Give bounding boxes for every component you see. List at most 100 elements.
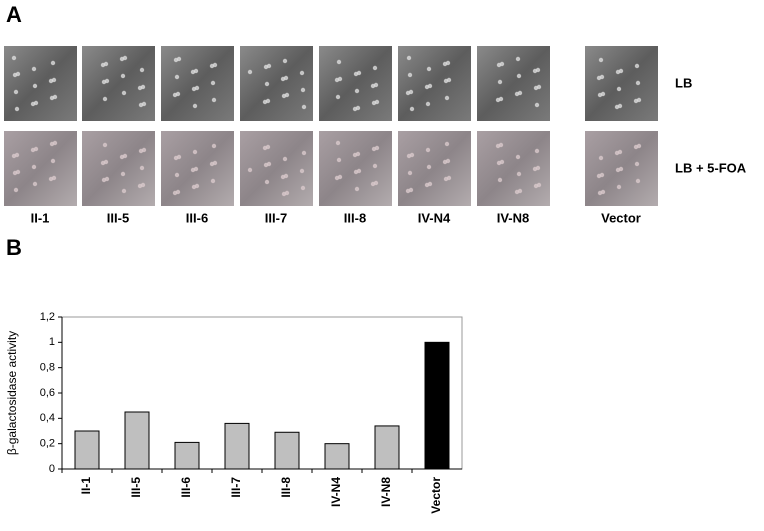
- colony: [336, 59, 342, 65]
- colony: [409, 152, 415, 158]
- colony: [534, 102, 540, 108]
- colony: [121, 90, 127, 96]
- colony: [355, 105, 361, 111]
- colony: [284, 190, 290, 196]
- colony: [31, 164, 37, 170]
- colony: [600, 91, 606, 97]
- colony: [140, 182, 146, 188]
- colony: [194, 183, 200, 189]
- colony: [408, 89, 414, 95]
- colony: [122, 55, 128, 61]
- colony: [406, 55, 412, 61]
- colony: [121, 188, 127, 194]
- colony: [301, 150, 307, 156]
- colony: [515, 56, 521, 62]
- y-tick-label: 0,2: [40, 438, 55, 450]
- x-tick-label: II-1: [79, 477, 93, 495]
- colony: [300, 185, 306, 191]
- colony: [427, 181, 433, 187]
- plate-photo: [240, 131, 313, 206]
- colony: [497, 79, 503, 85]
- bar: [274, 431, 300, 470]
- colony: [498, 142, 504, 148]
- colony: [534, 148, 540, 154]
- colony: [266, 161, 272, 167]
- bar: [374, 425, 400, 470]
- colony: [634, 161, 640, 167]
- colony: [354, 88, 360, 94]
- colony: [408, 187, 414, 193]
- colony: [497, 177, 503, 183]
- colony: [515, 154, 521, 160]
- colony: [14, 152, 20, 158]
- colony: [14, 106, 20, 112]
- colony: [212, 62, 218, 68]
- colony: [11, 55, 17, 61]
- colony: [15, 71, 21, 77]
- colony: [337, 174, 343, 180]
- colony: [52, 94, 58, 100]
- colony: [174, 74, 180, 80]
- colony: [635, 80, 641, 86]
- y-tick-label: 0,8: [40, 362, 55, 374]
- colony: [498, 96, 504, 102]
- colony: [335, 94, 341, 100]
- column-label: III-7: [265, 210, 287, 225]
- colony: [374, 99, 380, 105]
- colony: [212, 160, 218, 166]
- colony: [636, 97, 642, 103]
- panel-letter: A: [6, 2, 22, 27]
- y-tick-label: 0,4: [40, 412, 55, 424]
- y-tick-label: 0,6: [40, 387, 55, 399]
- colony: [299, 70, 305, 76]
- colony: [425, 101, 431, 107]
- colony: [301, 104, 307, 110]
- colony: [13, 89, 19, 95]
- colony: [445, 158, 451, 164]
- bar: [174, 441, 200, 470]
- colony: [141, 101, 147, 107]
- colony: [32, 83, 38, 89]
- colony: [122, 153, 128, 159]
- colony: [409, 106, 415, 112]
- colony: [51, 77, 57, 83]
- colony: [33, 146, 39, 152]
- colony: [103, 159, 109, 165]
- row-label: LB + 5-FOA: [675, 160, 747, 175]
- colony: [598, 155, 604, 161]
- x-tick-label: III-5: [129, 477, 143, 498]
- column-label: III-6: [186, 210, 208, 225]
- colony: [265, 98, 271, 104]
- x-tick-label: III-7: [229, 477, 243, 498]
- colony: [31, 66, 37, 72]
- colony: [618, 166, 624, 172]
- colony: [598, 57, 604, 63]
- colony: [175, 189, 181, 195]
- bar: [124, 411, 150, 470]
- colony: [210, 178, 216, 184]
- colony: [283, 173, 289, 179]
- x-tick-label: IV-N8: [379, 477, 393, 507]
- colony: [192, 103, 198, 109]
- colony: [337, 76, 343, 82]
- colony: [535, 67, 541, 73]
- colony: [174, 172, 180, 178]
- colony: [373, 180, 379, 186]
- colony: [634, 63, 640, 69]
- colony: [535, 165, 541, 171]
- colony: [444, 95, 450, 101]
- column-label: Vector: [601, 210, 641, 225]
- colony: [104, 78, 110, 84]
- colony: [372, 65, 378, 71]
- colony: [499, 159, 505, 165]
- colony: [211, 97, 217, 103]
- colony: [600, 189, 606, 195]
- colony: [33, 100, 39, 106]
- colony: [176, 56, 182, 62]
- colony: [13, 187, 19, 193]
- colony: [636, 143, 642, 149]
- colony: [139, 67, 145, 73]
- colony: [193, 68, 199, 74]
